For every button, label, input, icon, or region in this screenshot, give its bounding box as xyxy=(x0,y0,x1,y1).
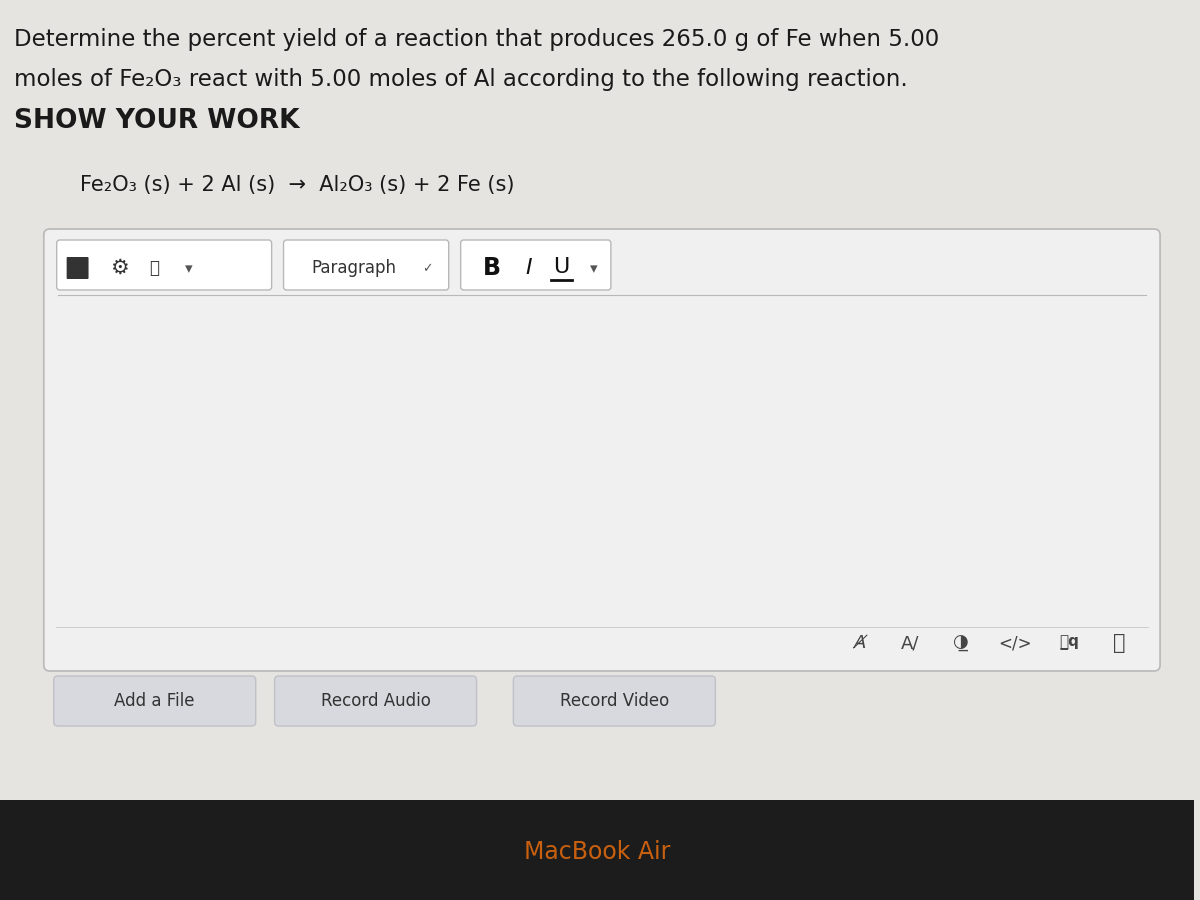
Text: ⚙: ⚙ xyxy=(110,258,128,278)
FancyBboxPatch shape xyxy=(283,240,449,290)
Text: ◑̲: ◑̲ xyxy=(953,634,968,652)
Text: A̸: A̸ xyxy=(854,634,866,652)
Text: Record Audio: Record Audio xyxy=(320,692,431,710)
Text: Record Video: Record Video xyxy=(559,692,668,710)
Text: Determine the percent yield of a reaction that produces 265.0 g of Fe when 5.00: Determine the percent yield of a reactio… xyxy=(14,28,940,51)
FancyBboxPatch shape xyxy=(56,240,271,290)
Text: MacBook Air: MacBook Air xyxy=(523,840,670,864)
FancyBboxPatch shape xyxy=(43,229,1160,671)
Text: U: U xyxy=(553,257,569,277)
Text: ▾: ▾ xyxy=(590,262,598,276)
Text: SHOW YOUR WORK: SHOW YOUR WORK xyxy=(14,108,300,134)
FancyBboxPatch shape xyxy=(54,676,256,726)
Text: Ⓔ̲q: Ⓔ̲q xyxy=(1060,635,1080,651)
Text: B: B xyxy=(482,256,500,280)
Bar xyxy=(0,800,1194,900)
Text: Add a File: Add a File xyxy=(114,692,194,710)
Text: ▾: ▾ xyxy=(185,262,193,276)
FancyBboxPatch shape xyxy=(67,257,89,279)
Text: ✓: ✓ xyxy=(422,263,433,275)
FancyBboxPatch shape xyxy=(514,676,715,726)
FancyBboxPatch shape xyxy=(461,240,611,290)
Text: I: I xyxy=(524,258,532,278)
Text: 🔗: 🔗 xyxy=(149,259,160,277)
Text: </>: </> xyxy=(998,634,1032,652)
Text: ⤢: ⤢ xyxy=(1114,633,1126,653)
Text: moles of Fe₂O₃ react with 5.00 moles of Al according to the following reaction.: moles of Fe₂O₃ react with 5.00 moles of … xyxy=(14,68,907,91)
Text: A/: A/ xyxy=(901,634,919,652)
Text: Fe₂O₃ (s) + 2 Al (s)  →  Al₂O₃ (s) + 2 Fe (s): Fe₂O₃ (s) + 2 Al (s) → Al₂O₃ (s) + 2 Fe … xyxy=(79,175,514,195)
FancyBboxPatch shape xyxy=(275,676,476,726)
Text: Paragraph: Paragraph xyxy=(311,259,396,277)
